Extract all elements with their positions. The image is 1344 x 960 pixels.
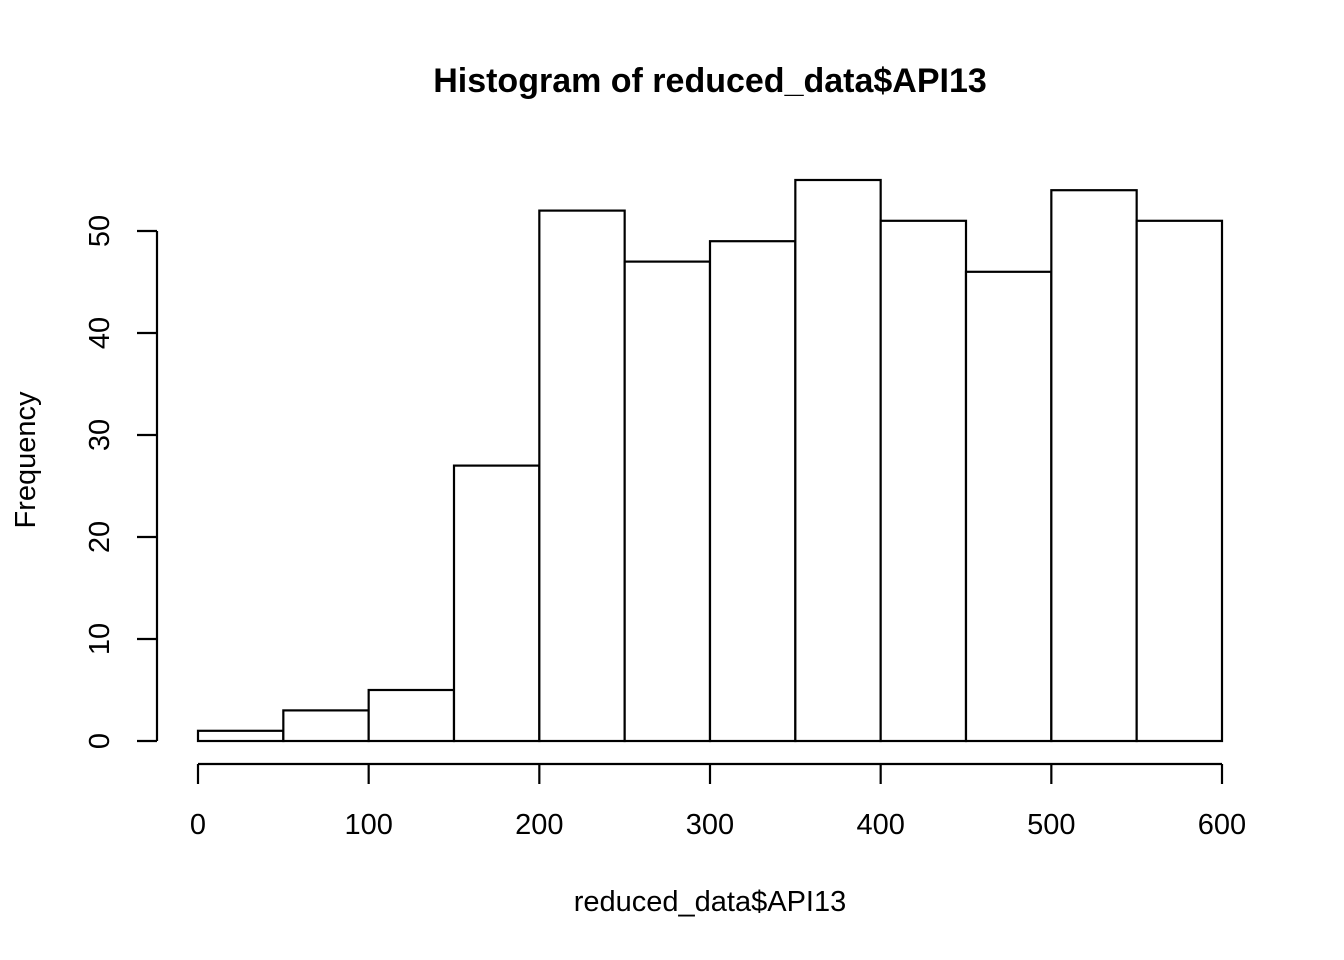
y-tick-label: 30	[84, 419, 116, 451]
x-axis: 0 100 200 300 400 500 600	[190, 762, 1246, 841]
histogram-bar	[1050, 189, 1138, 743]
histogram-bar	[794, 178, 882, 743]
y-tick-label: 50	[84, 215, 116, 247]
x-tick-label: 100	[344, 809, 392, 841]
histogram-bar	[196, 729, 285, 743]
y-axis-label: Frequency	[10, 391, 42, 529]
x-tick-label: 500	[1027, 809, 1075, 841]
histogram-bar	[452, 464, 541, 743]
y-axis: 0 10 20 30 40 50	[84, 215, 159, 749]
x-tick-label: 300	[686, 809, 734, 841]
histogram-bar	[879, 219, 968, 743]
x-tick-label: 600	[1198, 809, 1246, 841]
x-tick-label: 200	[515, 809, 563, 841]
histogram-bar	[964, 270, 1053, 743]
x-axis-label: reduced_data$API13	[574, 886, 847, 918]
y-tick-label: 10	[84, 623, 116, 655]
histogram-bar	[623, 260, 712, 743]
y-tick-label: 0	[84, 733, 116, 749]
y-tick-label: 40	[84, 317, 116, 349]
histogram-bar	[538, 209, 626, 743]
y-tick-label: 20	[84, 521, 116, 553]
histogram-bar	[282, 709, 370, 743]
histogram-bar	[708, 240, 797, 743]
histogram-bar	[1135, 219, 1224, 743]
chart-title: Histogram of reduced_data$API13	[433, 62, 987, 100]
x-tick-label: 0	[190, 809, 206, 841]
x-tick-label: 400	[856, 809, 904, 841]
histogram-bar	[367, 688, 456, 743]
bars-group	[196, 178, 1224, 743]
